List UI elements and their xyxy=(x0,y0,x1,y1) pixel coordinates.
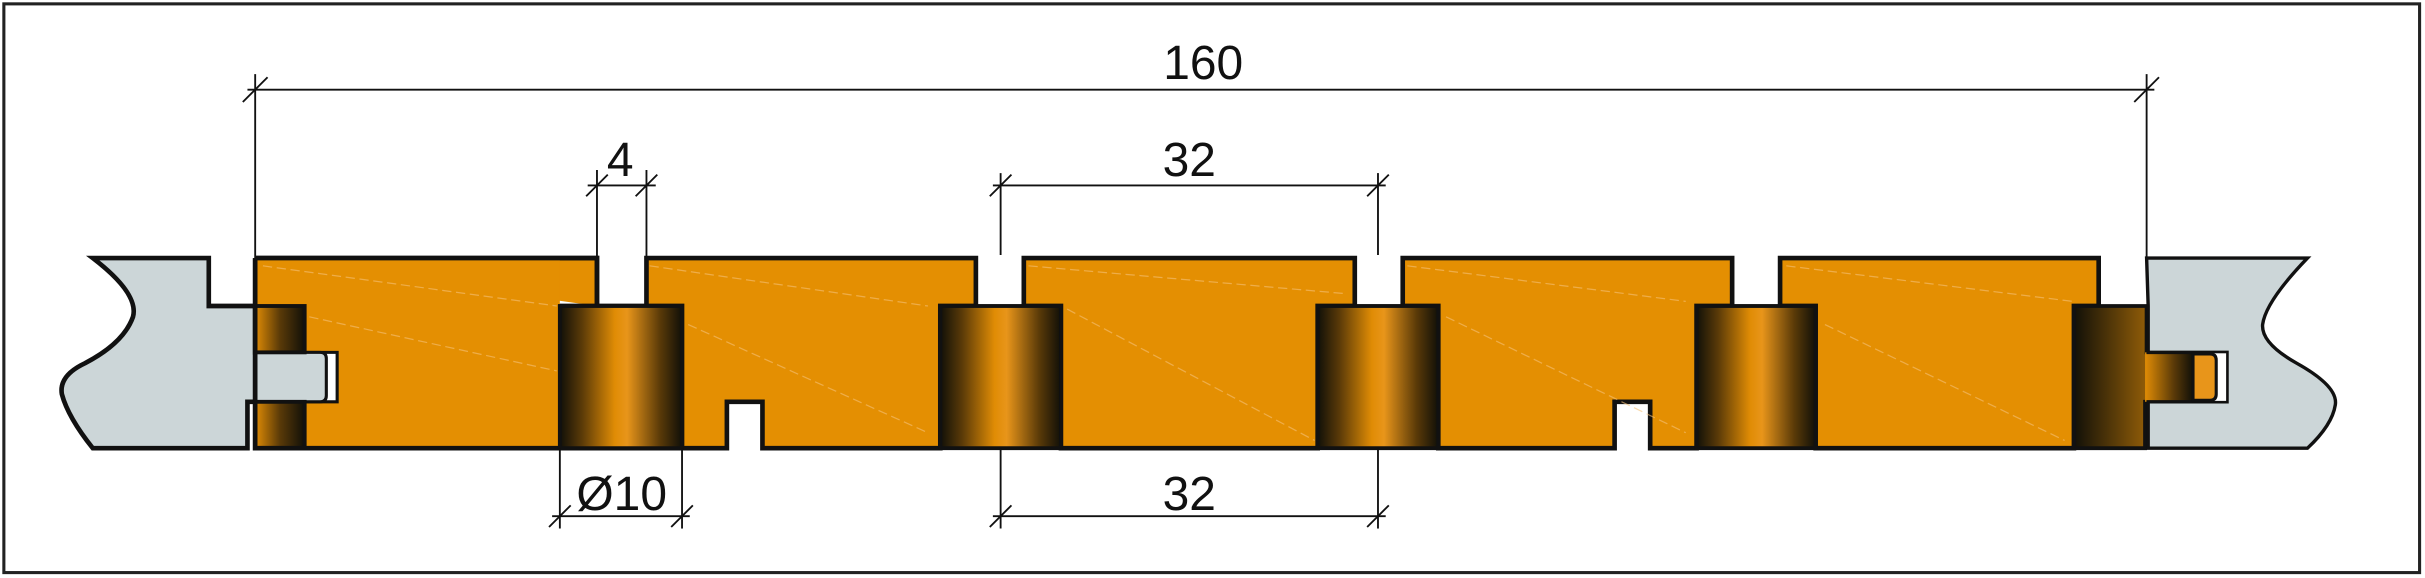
left-half-dowel-top xyxy=(253,304,307,355)
right-metal-profile xyxy=(2144,256,2338,450)
dimension-label-diameter: Ø10 xyxy=(576,468,667,521)
left-half-dowel-bottom xyxy=(253,399,307,451)
left-tongue-tip xyxy=(253,350,328,404)
wood-board-3 xyxy=(1021,255,1358,451)
wood-boards xyxy=(252,255,2101,451)
dimension-dowel-spacing-bottom: 32 xyxy=(989,448,1390,529)
wood-board-2 xyxy=(644,255,979,451)
right-tongue-end xyxy=(2191,352,2218,402)
dimension-label-4: 4 xyxy=(607,134,634,187)
dowel-1 xyxy=(557,304,684,451)
wood-grain xyxy=(262,265,2073,442)
dowel-2 xyxy=(938,304,1063,451)
dimension-label-160: 160 xyxy=(1163,37,1243,90)
right-tongue xyxy=(2145,352,2194,402)
dimension-dowel-diameter: Ø10 xyxy=(548,448,694,529)
dimension-overall-width: 160 xyxy=(242,37,2160,259)
wood-board-5 xyxy=(1777,255,2101,451)
dowels xyxy=(557,304,2195,451)
dowel-3 xyxy=(1315,304,1441,451)
dimension-dowel-spacing-top: 32 xyxy=(989,134,1390,255)
dimension-label-32-bottom: 32 xyxy=(1163,468,1216,521)
dimension-label-32-top: 32 xyxy=(1163,134,1216,187)
dowel-4 xyxy=(1694,304,1818,451)
dimension-gap-width: 4 xyxy=(585,134,658,259)
